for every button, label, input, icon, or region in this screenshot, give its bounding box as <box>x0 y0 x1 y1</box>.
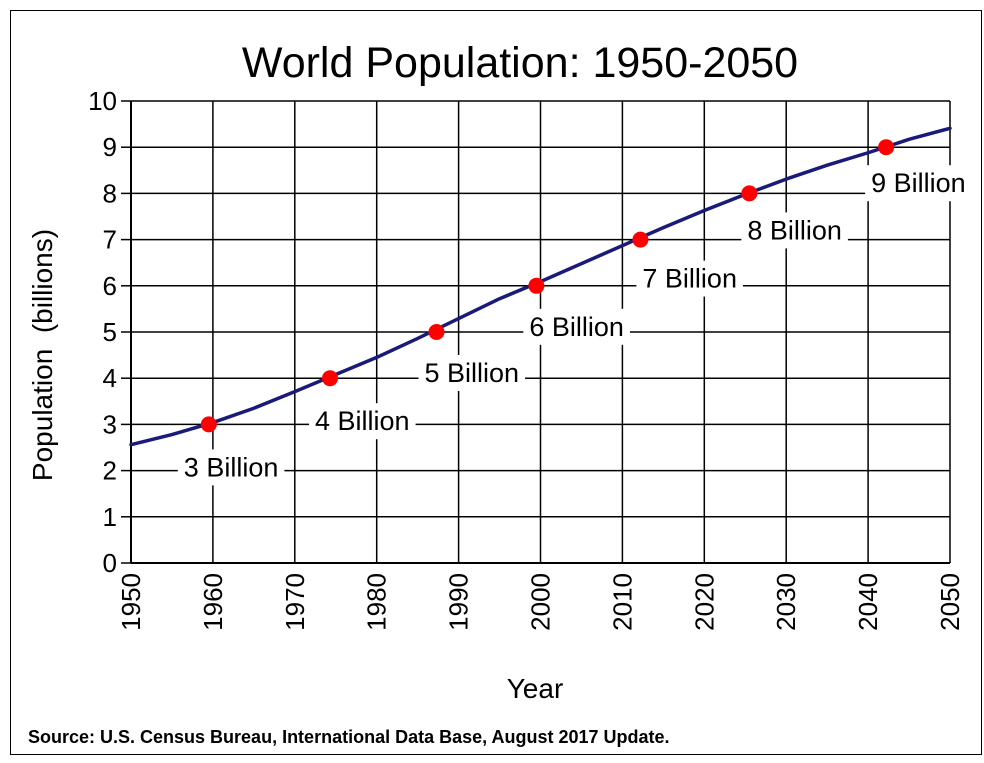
milestone-label-bg <box>636 260 743 297</box>
y-tick-label: 5 <box>103 317 117 347</box>
series-layer <box>129 126 952 447</box>
milestone-marker <box>200 416 217 433</box>
x-tick-label: 2040 <box>853 573 883 631</box>
x-tick-label: 1970 <box>280 573 310 631</box>
chart-title: World Population: 1950-2050 <box>242 39 798 87</box>
x-tick-label: 2030 <box>771 573 801 631</box>
x-tick-label: 2000 <box>526 573 556 631</box>
milestone-marker <box>741 185 758 202</box>
milestone-label-bg <box>177 449 285 486</box>
y-tick-label: 9 <box>103 132 117 162</box>
x-tick-label: 1980 <box>362 573 392 631</box>
axes <box>121 100 950 564</box>
x-tick-label: 1950 <box>116 573 146 631</box>
y-tick-label: 7 <box>103 225 117 255</box>
x-tick-label: 2020 <box>689 573 719 631</box>
y-tick-label: 2 <box>103 456 117 486</box>
milestone-label-bg <box>418 355 526 391</box>
milestone-label: 8 Billion <box>747 215 842 245</box>
milestone-marker <box>632 231 649 248</box>
y-axis-label: Population (billions) <box>27 229 58 481</box>
x-tick-label: 2050 <box>935 573 965 631</box>
y-tick-label: 3 <box>103 409 117 439</box>
x-tick-label: 2010 <box>607 573 637 631</box>
milestone-marker <box>322 370 339 387</box>
milestone-marker <box>878 139 895 156</box>
milestone-label: 5 Billion <box>424 358 519 388</box>
milestone-label: 9 Billion <box>871 168 966 198</box>
y-tick-label: 10 <box>88 86 117 116</box>
x-tick-label: 1990 <box>444 573 474 631</box>
milestone-label-bg <box>741 212 848 249</box>
x-axis-label: Year <box>507 673 564 704</box>
milestone-label: 7 Billion <box>642 264 737 294</box>
tick-labels: 1950 1960 1970 1980 1990 2000 2010 2020 2030 2040… <box>88 86 965 631</box>
y-tick-label: 1 <box>103 502 117 532</box>
milestone-label-bg <box>865 165 972 202</box>
milestone-marker <box>428 324 445 340</box>
y-tick-label: 0 <box>103 548 117 578</box>
milestone-label: 6 Billion <box>529 312 624 342</box>
y-tick-label: 4 <box>103 363 117 393</box>
milestone-label: 3 Billion <box>184 452 279 482</box>
x-tick-label: 1960 <box>198 573 228 631</box>
milestone-label-bg <box>523 308 630 345</box>
y-tick-label: 6 <box>103 271 117 301</box>
y-tick-label: 8 <box>103 178 117 208</box>
milestone-label: 4 Billion <box>315 406 410 436</box>
source-note: Source: U.S. Census Bureau, Internationa… <box>28 727 670 747</box>
milestone-label-bg <box>309 403 416 440</box>
milestone-annotations: 3 Billion 4 Billion 5 Billion 6 Billion 7 Bi… <box>177 165 972 486</box>
milestone-marker <box>528 277 545 294</box>
